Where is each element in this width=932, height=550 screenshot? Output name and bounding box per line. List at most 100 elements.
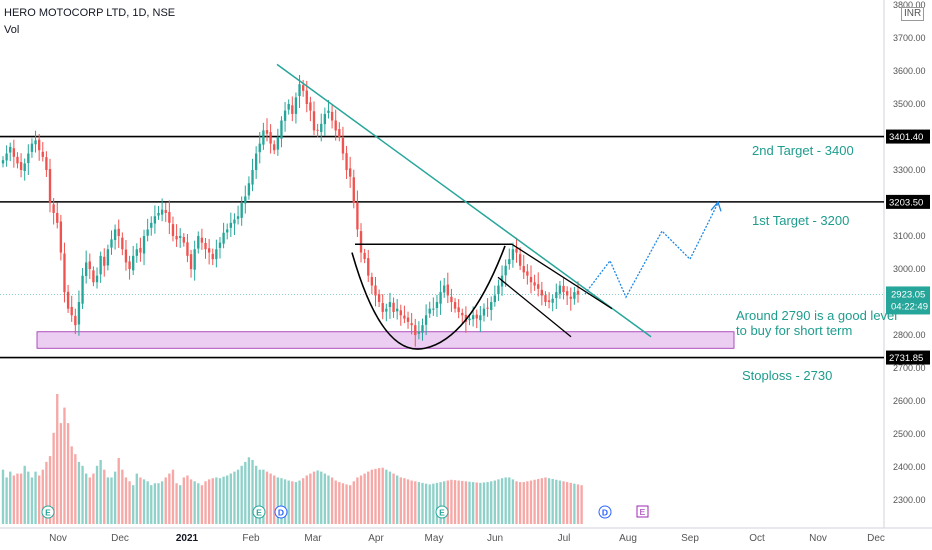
volume-bar <box>124 477 128 524</box>
x-tick-label: Mar <box>304 533 322 544</box>
volume-bar <box>529 480 533 524</box>
candle-body <box>23 163 26 172</box>
volume-bar <box>482 482 486 524</box>
candle-body <box>468 318 471 321</box>
dividend-marker[interactable] <box>598 505 612 519</box>
candle-body <box>229 222 233 228</box>
candle-body <box>367 258 370 276</box>
candle-body <box>392 302 395 312</box>
x-tick-label: Dec <box>111 533 129 544</box>
volume-bar <box>16 473 19 524</box>
volume-bar <box>396 475 399 524</box>
candle-body <box>1 160 5 164</box>
volume-bar <box>9 471 12 524</box>
volume-bar <box>106 477 110 524</box>
volume-bar <box>377 468 381 524</box>
projection-path[interactable] <box>584 202 719 299</box>
handle-upper-line[interactable] <box>511 243 613 310</box>
candle-body <box>175 236 178 240</box>
candle-body <box>189 254 193 270</box>
candle-body <box>312 111 316 131</box>
volume-bar <box>439 482 442 524</box>
volume-bar <box>475 482 478 524</box>
volume-bar <box>48 456 52 524</box>
x-tick-label: Aug <box>619 533 637 544</box>
candle-body <box>77 302 81 325</box>
candle-body <box>504 265 507 276</box>
candle-body <box>490 302 493 310</box>
candle-body <box>388 302 392 308</box>
volume-bar <box>547 478 551 524</box>
candle-body <box>103 256 106 266</box>
volume-bar <box>218 478 222 524</box>
candle-body <box>106 249 110 266</box>
candle-body <box>287 104 290 110</box>
future-earnings-marker[interactable] <box>636 505 649 518</box>
candle-body <box>309 102 312 111</box>
earnings-marker[interactable] <box>435 505 449 519</box>
volume-bar <box>240 465 243 524</box>
volume-bar <box>171 469 175 524</box>
x-tick-label: May <box>425 533 444 544</box>
candle-body <box>330 111 334 121</box>
candle-body <box>81 275 84 304</box>
candle-body <box>207 248 211 253</box>
candle-body <box>168 211 171 223</box>
candle-body <box>153 216 157 224</box>
candle-body <box>370 276 374 286</box>
dividend-marker[interactable] <box>274 505 288 519</box>
candle-body <box>555 292 558 299</box>
volume-bar <box>34 471 37 524</box>
volume-bar <box>551 478 554 524</box>
earnings-marker[interactable] <box>252 505 266 519</box>
volume-bar <box>558 480 562 524</box>
volume-bar <box>19 473 23 524</box>
buy-zone-rect[interactable] <box>36 331 735 349</box>
handle-lower-line[interactable] <box>497 276 572 338</box>
volume-bar <box>179 485 182 524</box>
y-tick-label: 2500.00 <box>893 429 926 439</box>
candle-body <box>113 229 117 241</box>
candle-body <box>323 113 327 125</box>
cup-curve[interactable] <box>351 245 506 350</box>
volume-bar <box>515 481 518 524</box>
candle-body <box>258 143 261 153</box>
candle-body <box>334 120 337 131</box>
y-tick-label: 2400.00 <box>893 462 926 472</box>
volume-bar <box>569 482 572 524</box>
candle-body <box>374 285 377 296</box>
y-tick-label: 3700.00 <box>893 33 926 43</box>
volume-bar <box>417 482 421 524</box>
candle-body <box>251 170 254 185</box>
candle-body <box>128 261 131 270</box>
volume-bar <box>511 479 515 524</box>
candle-body <box>45 157 48 171</box>
volume-bar <box>446 480 449 524</box>
candle-body <box>222 232 225 244</box>
future-earnings-marker-label: E <box>640 507 646 517</box>
volume-bar <box>374 468 377 524</box>
x-tick-label: Nov <box>809 533 827 544</box>
target2-text: 2nd Target - 3400 <box>752 143 854 158</box>
level-price-tag-text: 3401.40 <box>889 132 923 143</box>
volume-bar <box>345 484 348 524</box>
candle-body <box>406 317 410 322</box>
earnings-marker[interactable] <box>41 505 55 519</box>
candle-body <box>461 312 464 316</box>
descending-trendline[interactable] <box>276 63 652 338</box>
candle-body <box>132 255 135 271</box>
volume-bar <box>113 471 117 524</box>
candle-body <box>421 325 424 333</box>
volume-bar <box>573 483 576 524</box>
candle-body <box>453 302 457 309</box>
y-tick-label: 3000.00 <box>893 264 926 274</box>
candle-body <box>182 237 185 243</box>
volume-bar <box>432 483 435 524</box>
y-tick-label: 3800.00 <box>893 0 926 10</box>
candle-body <box>569 296 572 299</box>
volume-bar <box>146 481 149 524</box>
candle-body <box>37 139 41 151</box>
volume-bar <box>157 483 160 524</box>
